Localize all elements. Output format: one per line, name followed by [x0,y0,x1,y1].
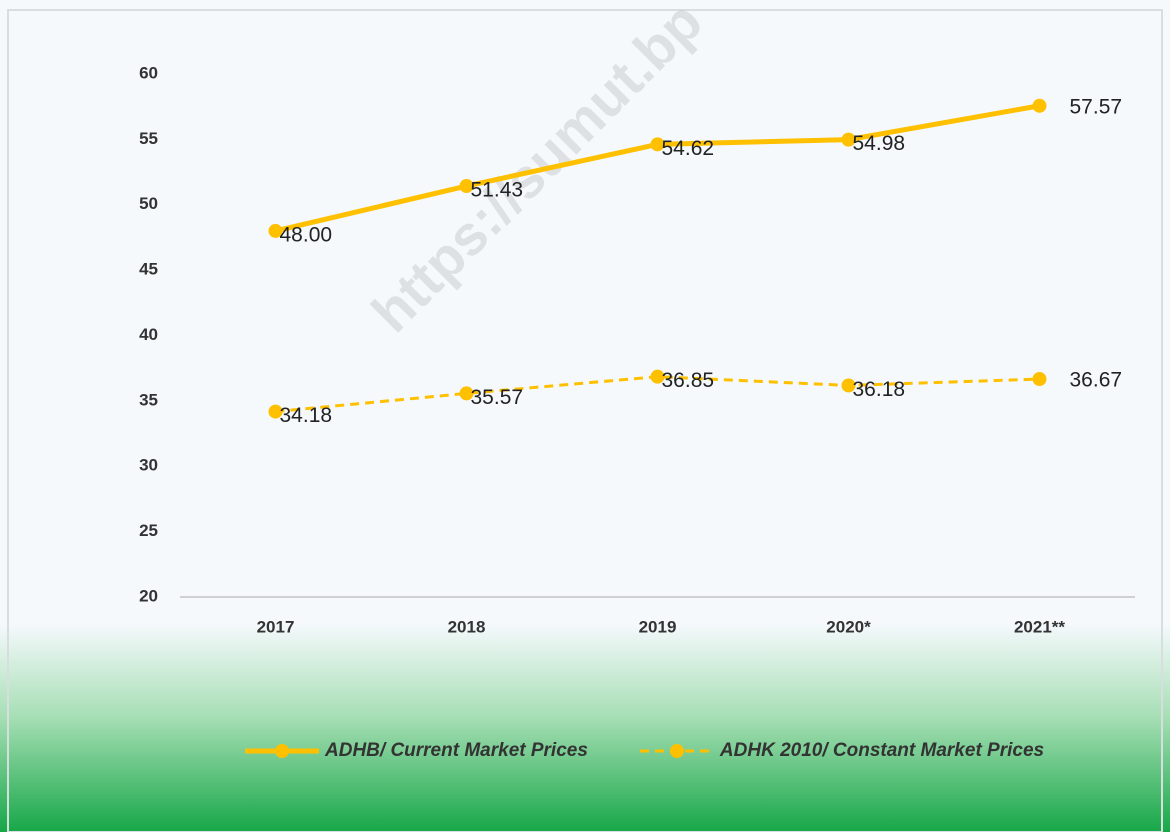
data-label: 54.62 [662,137,715,160]
data-point [268,223,283,238]
data-point [841,132,856,147]
legend-label: ADHK 2010/ Constant Market Prices [719,740,1044,761]
y-tick-label: 30 [139,456,158,475]
data-point [650,137,665,152]
data-label: 35.57 [471,386,524,409]
y-tick-label: 35 [139,390,158,409]
data-label: 48.00 [280,223,333,246]
data-point [650,369,665,384]
data-point [268,404,283,419]
data-label: 34.18 [280,404,333,427]
legend-marker [669,744,684,758]
data-label: 36.85 [662,369,715,392]
y-tick-label: 40 [139,325,158,344]
legend-label: ADHB/ Current Market Prices [324,740,588,761]
data-point [459,179,474,194]
x-tick-label: 2020* [826,617,871,636]
x-tick-label: 2019 [639,617,677,636]
data-label: 36.18 [853,378,906,401]
data-point [841,378,856,393]
y-tick-label: 25 [139,521,158,540]
y-tick-label: 55 [139,129,158,148]
data-point [1032,372,1047,387]
data-label: 57.57 [1070,95,1123,118]
x-tick-label: 2017 [257,617,295,636]
chart-border [7,9,1163,832]
y-tick-label: 50 [139,194,158,213]
y-tick-label: 45 [139,260,158,279]
x-tick-label: 2021** [1014,617,1065,636]
y-tick-label: 60 [139,63,158,82]
data-label: 36.67 [1070,369,1123,392]
data-label: 51.43 [471,179,524,202]
y-tick-label: 20 [139,586,158,605]
data-point [459,386,474,401]
data-label: 54.98 [853,132,906,155]
data-point [1032,98,1047,113]
x-tick-label: 2018 [448,617,486,636]
legend-marker [275,744,289,758]
